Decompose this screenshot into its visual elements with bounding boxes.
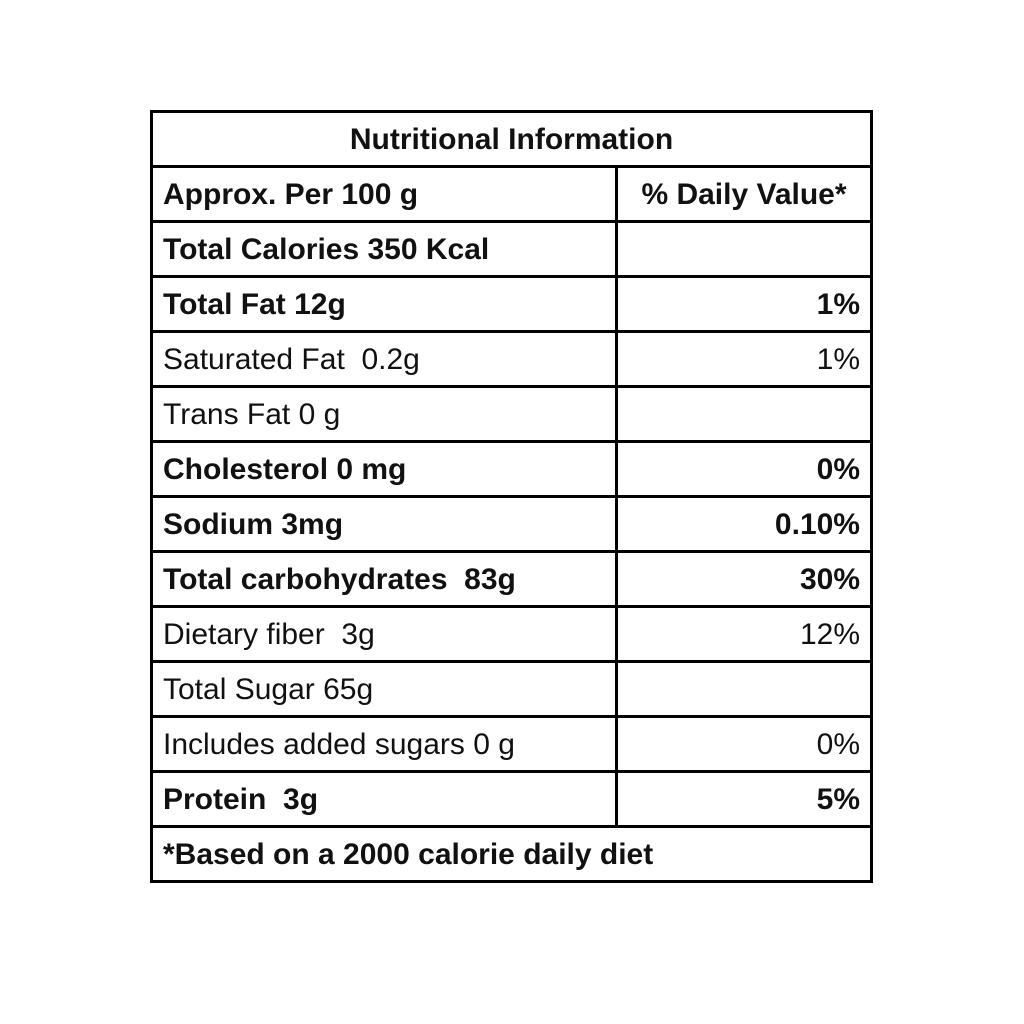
- nutrient-value: 0%: [615, 440, 873, 498]
- row-dietary-fiber: Dietary fiber 3g 12%: [150, 605, 873, 663]
- nutrient-value: 0%: [615, 715, 873, 773]
- nutrient-value: 5%: [615, 770, 873, 828]
- nutrient-value: [615, 220, 873, 278]
- row-total-calories: Total Calories 350 Kcal: [150, 220, 873, 278]
- row-total-fat: Total Fat 12g 1%: [150, 275, 873, 333]
- nutrition-table: Nutritional Information Approx. Per 100 …: [150, 110, 873, 883]
- row-saturated-fat: Saturated Fat 0.2g 1%: [150, 330, 873, 388]
- header-serving: Approx. Per 100 g: [150, 165, 618, 223]
- nutrient-label: Includes added sugars 0 g: [150, 715, 618, 773]
- title-row: Nutritional Information: [150, 110, 873, 168]
- row-protein: Protein 3g 5%: [150, 770, 873, 828]
- row-added-sugars: Includes added sugars 0 g 0%: [150, 715, 873, 773]
- nutrient-label: Total Calories 350 Kcal: [150, 220, 618, 278]
- nutrient-label: Saturated Fat 0.2g: [150, 330, 618, 388]
- nutrient-label: Sodium 3mg: [150, 495, 618, 553]
- nutrient-value: 0.10%: [615, 495, 873, 553]
- row-sodium: Sodium 3mg 0.10%: [150, 495, 873, 553]
- nutrient-label: Total carbohydrates 83g: [150, 550, 618, 608]
- header-row: Approx. Per 100 g % Daily Value*: [150, 165, 873, 223]
- nutrient-label: Protein 3g: [150, 770, 618, 828]
- nutrient-label: Trans Fat 0 g: [150, 385, 618, 443]
- row-trans-fat: Trans Fat 0 g: [150, 385, 873, 443]
- footer-row: *Based on a 2000 calorie daily diet: [150, 825, 873, 883]
- nutrient-value: [615, 385, 873, 443]
- footnote: *Based on a 2000 calorie daily diet: [150, 825, 873, 883]
- nutrient-value: [615, 660, 873, 718]
- nutrient-label: Cholesterol 0 mg: [150, 440, 618, 498]
- nutrient-value: 12%: [615, 605, 873, 663]
- table-title: Nutritional Information: [150, 110, 873, 168]
- row-cholesterol: Cholesterol 0 mg 0%: [150, 440, 873, 498]
- nutrient-label: Total Sugar 65g: [150, 660, 618, 718]
- nutrient-value: 1%: [615, 330, 873, 388]
- header-daily-value: % Daily Value*: [615, 165, 873, 223]
- row-total-carbohydrates: Total carbohydrates 83g 30%: [150, 550, 873, 608]
- nutrient-value: 30%: [615, 550, 873, 608]
- row-total-sugar: Total Sugar 65g: [150, 660, 873, 718]
- nutrient-label: Total Fat 12g: [150, 275, 618, 333]
- nutrient-label: Dietary fiber 3g: [150, 605, 618, 663]
- nutrient-value: 1%: [615, 275, 873, 333]
